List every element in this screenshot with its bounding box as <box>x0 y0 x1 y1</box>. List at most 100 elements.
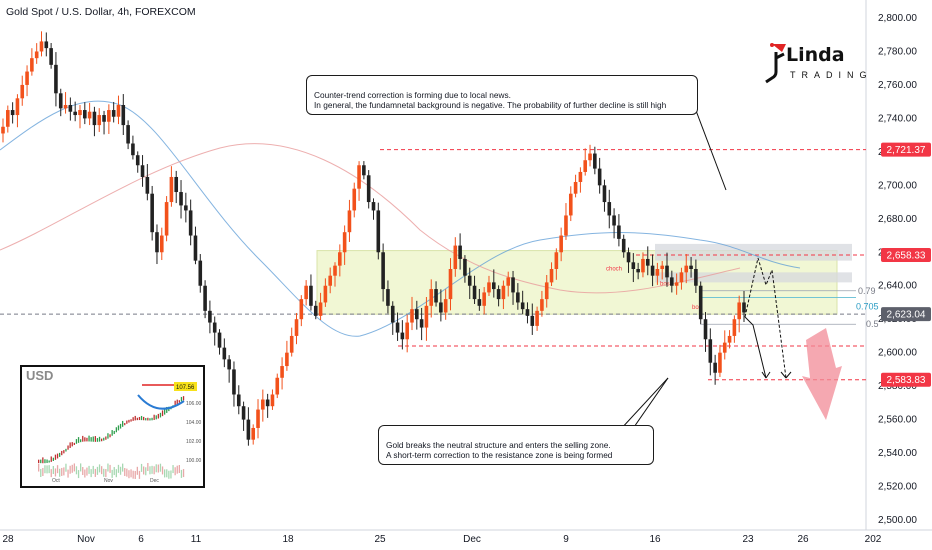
candle-body <box>511 277 515 293</box>
inset-candle <box>153 414 155 420</box>
inset-candle <box>40 459 42 464</box>
candle-body <box>68 105 73 112</box>
candle-body <box>246 419 251 440</box>
inset-candle <box>134 415 136 421</box>
inset-volume-bar <box>90 469 92 478</box>
inset-candle <box>86 437 88 442</box>
logo-name: Linda <box>786 44 845 66</box>
candle-body <box>496 289 501 300</box>
inset-candle <box>157 413 159 419</box>
candle-body <box>39 41 44 52</box>
inset-candle <box>115 427 117 433</box>
inset-volume-bar <box>73 463 75 472</box>
candle-body <box>381 252 385 290</box>
candle-body <box>429 289 434 306</box>
candle-body <box>131 143 135 156</box>
candle-body <box>424 305 429 328</box>
inset-volume-bar <box>80 463 82 472</box>
inset-volume-bar <box>61 467 63 476</box>
time-tick-label: 25 <box>374 534 386 545</box>
candle-body <box>87 111 92 119</box>
candle-body <box>97 115 102 126</box>
candle-body <box>198 260 203 286</box>
candle-body <box>516 292 520 303</box>
candle-body <box>63 105 68 109</box>
usd-inset-chart: USD 106.00 104.00 102.00 100.00 Oct Nov Dec 107… <box>20 365 205 488</box>
inset-candle <box>44 459 46 464</box>
inset-volume-bar <box>134 470 136 479</box>
candle-body <box>347 210 352 233</box>
inset-volume-bar <box>161 466 164 475</box>
callout-bottom-pointer <box>619 377 669 431</box>
candle-body <box>660 265 665 269</box>
inset-volume-bar <box>94 468 96 477</box>
candle-body <box>727 335 732 343</box>
candle-body <box>318 302 323 316</box>
candle-body <box>679 272 684 283</box>
inset-volume-bar <box>164 469 166 478</box>
inset-candle <box>73 442 75 445</box>
candle-body <box>203 285 207 311</box>
inset-volume-bar <box>63 467 65 476</box>
inset-candle <box>92 436 94 442</box>
time-tick-label: 11 <box>191 534 202 545</box>
inset-y-tick: 104.00 <box>186 420 202 426</box>
candle-body <box>395 322 400 333</box>
inset-candle <box>46 459 48 463</box>
inset-volume-bar <box>44 465 46 474</box>
candle-body <box>1 126 5 134</box>
candle-body <box>602 185 607 203</box>
candle-body <box>443 299 448 313</box>
inset-volume-bar <box>86 467 88 476</box>
inset-volume-bar <box>126 468 128 477</box>
inset-volume-bar <box>147 463 149 472</box>
candle-body <box>313 305 318 316</box>
candle-body <box>467 275 472 286</box>
inset-candle <box>130 419 132 422</box>
time-tick-label: 18 <box>282 534 294 545</box>
inset-candle <box>103 437 105 441</box>
inset-candle <box>178 400 180 403</box>
inset-volume-bar <box>115 469 117 478</box>
candle-body <box>390 305 395 323</box>
candle-body <box>588 153 592 161</box>
inset-candle <box>56 453 59 459</box>
inset-candle <box>140 415 143 421</box>
candle-body <box>328 275 332 286</box>
candle-body <box>593 153 597 169</box>
candle-body <box>82 110 87 119</box>
inset-candle <box>155 415 157 420</box>
projection-arrowhead-2 <box>780 371 792 379</box>
inset-candle <box>90 437 92 442</box>
inset-price-tag <box>174 382 197 391</box>
candle-body <box>559 235 563 253</box>
candle-body <box>477 299 482 306</box>
inset-volume-bar <box>166 469 168 478</box>
inset-candle <box>52 457 54 461</box>
inset-candle <box>80 439 82 443</box>
candle-body <box>703 319 708 340</box>
candle-body <box>280 366 284 378</box>
candle-body <box>718 352 722 373</box>
inset-volume-bar <box>105 469 107 478</box>
candle-body <box>54 64 58 94</box>
inset-candle <box>59 452 61 457</box>
inset-volume-bar <box>69 465 71 474</box>
time-tick-label: 28 <box>2 534 14 545</box>
projection-arrowhead-1 <box>761 371 771 379</box>
fib-0705-label: 0.705 <box>856 301 879 311</box>
candle-body <box>227 359 231 370</box>
inset-volume-bar <box>52 466 54 475</box>
candle-body <box>366 175 371 203</box>
candle-body <box>564 215 568 236</box>
inset-volume-bar <box>119 466 122 475</box>
candle-body <box>184 205 188 211</box>
inset-volume-bar <box>174 467 176 476</box>
price-tick-label: 2,640.00 <box>878 281 917 292</box>
inset-volume-bar <box>159 463 162 472</box>
brand-logo: Linda TRADING <box>762 40 867 90</box>
price-tag-label: 2,721.37 <box>887 145 926 156</box>
candle-body <box>241 406 246 420</box>
inset-candle <box>159 412 162 418</box>
